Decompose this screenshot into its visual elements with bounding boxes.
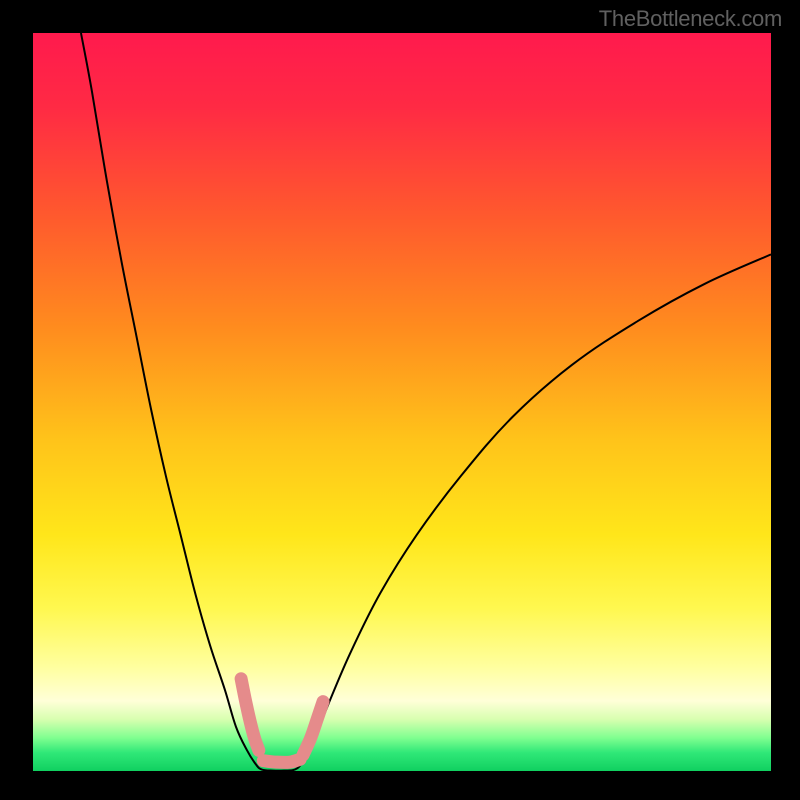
basin-mark-0 xyxy=(241,679,259,751)
basin-overlay-marks xyxy=(241,679,323,763)
curve-layer xyxy=(33,33,771,771)
watermark-text: TheBottleneck.com xyxy=(599,6,782,32)
plot-area xyxy=(33,33,771,771)
basin-mark-1 xyxy=(263,759,300,762)
bottleneck-curve xyxy=(81,33,771,771)
basin-mark-2 xyxy=(303,702,323,755)
